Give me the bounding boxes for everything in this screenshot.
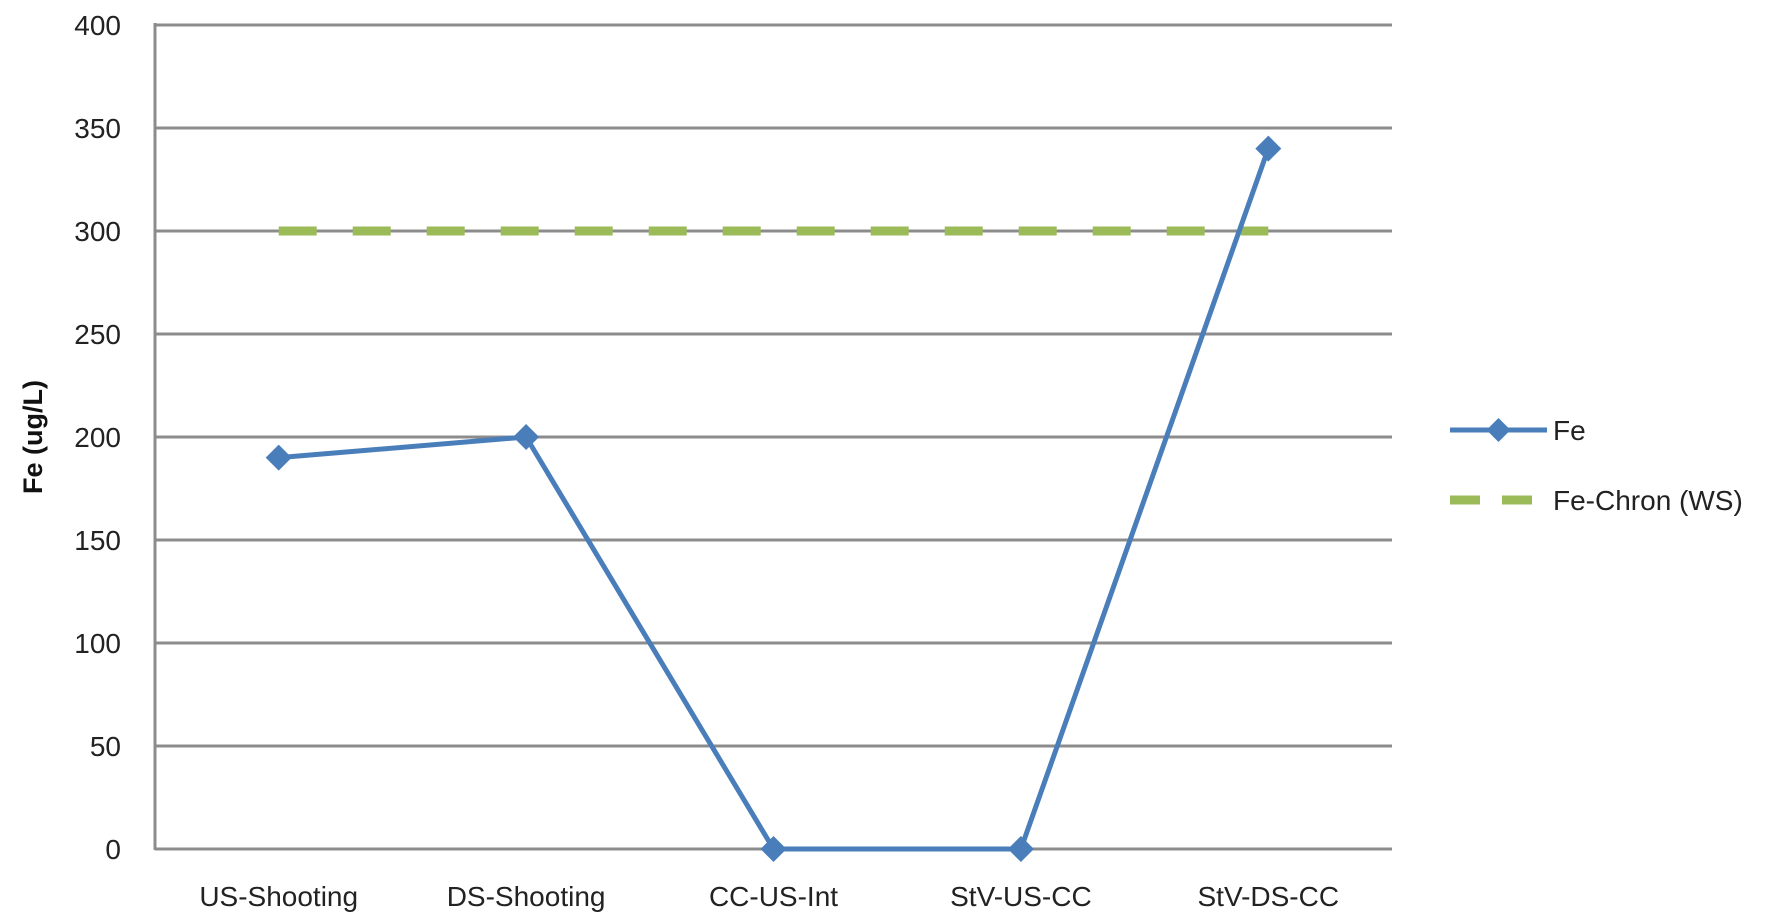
y-tick-label: 300 bbox=[74, 216, 121, 247]
data-point-fe-1 bbox=[513, 424, 540, 450]
x-tick-label: StV-US-CC bbox=[950, 881, 1092, 912]
y-tick-label: 0 bbox=[105, 834, 121, 865]
series bbox=[265, 135, 1282, 862]
gridlines bbox=[155, 23, 1392, 851]
y-tick-label: 250 bbox=[74, 319, 121, 350]
legend-entry-fe-chron-ws-: Fe-Chron (WS) bbox=[1450, 485, 1743, 516]
y-tick-label: 50 bbox=[90, 731, 121, 762]
series-fe bbox=[265, 135, 1282, 862]
y-tick-label: 150 bbox=[74, 525, 121, 556]
y-tick-label: 100 bbox=[74, 628, 121, 659]
y-tick-labels: 0 50 100 150 200 250 300 350 400 bbox=[74, 10, 121, 865]
y-axis-title: Fe (ug/L) bbox=[18, 380, 48, 494]
y-tick-label: 400 bbox=[74, 10, 121, 41]
legend-marker bbox=[1486, 418, 1511, 442]
x-tick-labels: US-Shooting DS-Shooting CC-US-Int StV-US-CC… bbox=[199, 881, 1339, 912]
x-tick-label: StV-DS-CC bbox=[1198, 881, 1340, 912]
x-tick-label: DS-Shooting bbox=[447, 881, 606, 912]
legend: Fe Fe-Chron (WS) bbox=[1450, 415, 1743, 516]
legend-label: Fe-Chron (WS) bbox=[1553, 485, 1743, 516]
data-point-fe-3 bbox=[1007, 836, 1034, 862]
x-tick-label: CC-US-Int bbox=[709, 881, 838, 912]
data-point-fe-2 bbox=[760, 836, 787, 862]
legend-label: Fe bbox=[1553, 415, 1586, 446]
x-tick-label: US-Shooting bbox=[199, 881, 358, 912]
data-point-fe-4 bbox=[1255, 135, 1282, 162]
y-tick-label: 350 bbox=[74, 113, 121, 144]
data-point-fe-0 bbox=[265, 444, 292, 471]
y-tick-label: 200 bbox=[74, 422, 121, 453]
legend-entry-fe: Fe bbox=[1450, 415, 1586, 446]
series-line-fe bbox=[278, 147, 1271, 852]
